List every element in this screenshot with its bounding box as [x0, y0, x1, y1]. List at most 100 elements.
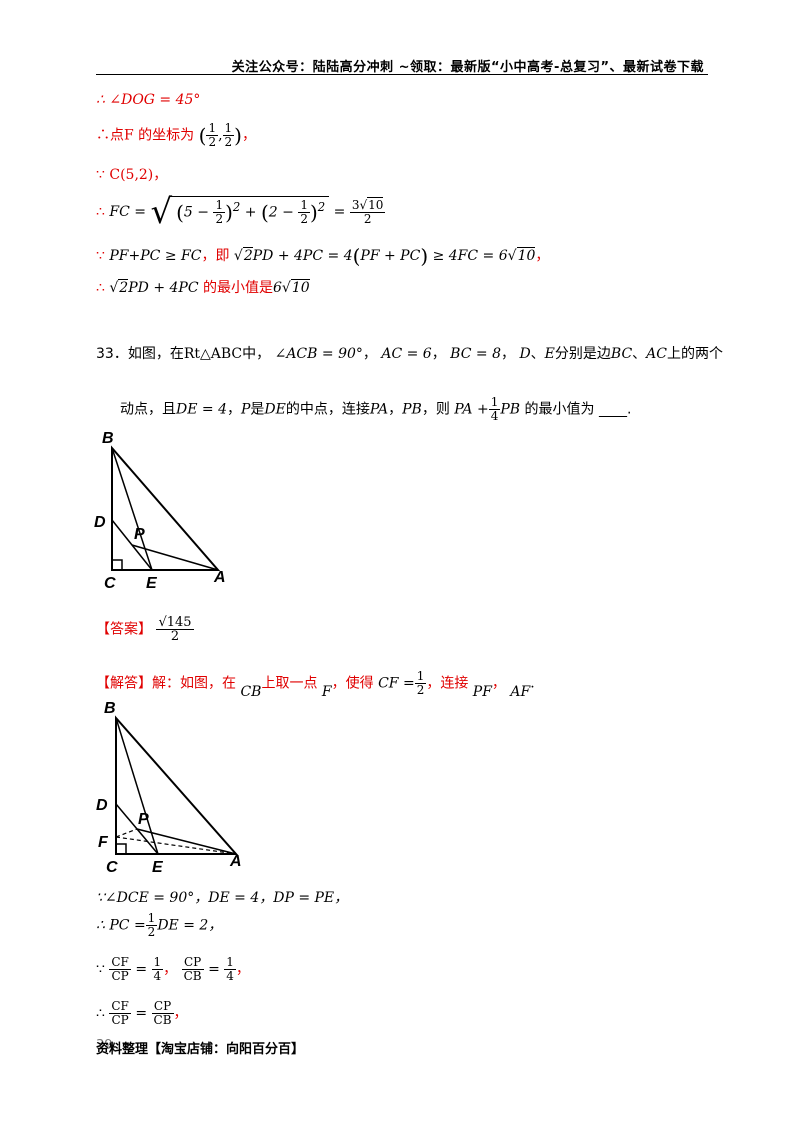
prev-line-2: ∴点F 的坐标为 (1 2, 1 2)，	[96, 121, 256, 149]
question-33-line-2: 动点，且DE = 4，P是DE的中点，连接PA，PB，则 PA +1 4 PB 的最…	[120, 396, 631, 423]
q-math: ∠ACB = 90°	[274, 346, 363, 362]
q-math: BC = 8	[450, 346, 501, 362]
label-c: C	[106, 859, 118, 876]
frac-n: 1	[206, 121, 219, 136]
equals: =	[135, 961, 148, 978]
q-text: 中，	[242, 346, 271, 362]
label-a: A	[229, 853, 242, 870]
prev-line-3: ∵ C(5,2)，	[96, 164, 167, 184]
frac-d: 2	[224, 135, 233, 149]
equals: =	[208, 961, 220, 978]
frac-d: 2	[147, 925, 156, 939]
q-math: AC	[646, 346, 667, 362]
step-3: ∵ CF CP = 1 4， CP CB = 1 4，	[96, 956, 250, 983]
page-footer: 资料整理【淘宝店铺：向阳百分百】	[96, 1038, 304, 1057]
step-2: ∴ PC = 1 2 DE = 2，	[96, 912, 222, 939]
q-math: PA +	[454, 401, 489, 418]
sol-text: 解：如图，在	[152, 675, 236, 692]
sol-math: AF	[510, 683, 531, 700]
sep: ，	[163, 961, 178, 978]
sol-text: ，连接	[426, 675, 469, 692]
frac-d: CP	[111, 969, 129, 983]
sol-text: .	[530, 675, 535, 692]
step-1-text: ∵∠DCE = 90°，DE = 4，DP = PE，	[96, 890, 349, 906]
label-e: E	[152, 859, 164, 876]
step-2-b: DE = 2，	[157, 917, 223, 934]
q-text: ，	[226, 401, 241, 418]
label-p: P	[138, 811, 149, 828]
frac-n: 1	[145, 911, 158, 926]
label-d: D	[94, 514, 106, 531]
label-c: C	[104, 575, 116, 592]
frac-n: CP	[181, 956, 204, 970]
frac-n: 1	[151, 955, 164, 970]
frac-d: 2	[208, 135, 217, 149]
q-math: PA	[369, 401, 389, 418]
min-label: 的最小值是	[203, 280, 273, 296]
prev-line-5: ∵ PF+PC ≥ FC，即 √2PD + 4PC = 4(PF + PC) ≥…	[96, 244, 550, 268]
sol-math: CB	[240, 683, 262, 700]
point-f-label: ∴点F 的坐标为	[96, 127, 195, 144]
label-e: E	[146, 575, 158, 592]
sol-text: 上取一点	[261, 675, 318, 692]
frac-d: CB	[183, 969, 202, 983]
footer-text: 资料整理【淘宝店铺：向阳百分百】	[96, 1042, 305, 1057]
q-math: PB	[500, 401, 521, 418]
prev-line-4: ∴ FC = √ (5 − 1 2)2 + (2 − 1 2)2 = 3√10 2	[96, 192, 386, 232]
answer-label: 【答案】	[96, 621, 152, 638]
frac-n: 1	[222, 121, 235, 136]
frac-d: 4	[490, 409, 499, 423]
label-b: B	[104, 700, 116, 717]
sol-math: F	[321, 683, 332, 700]
label-d: D	[96, 797, 108, 814]
step-2-a: ∴ PC =	[96, 917, 146, 934]
equals: =	[135, 1005, 148, 1022]
answer-numerator: √145	[156, 615, 194, 630]
frac-n: CF	[109, 955, 131, 970]
frac-d: 4	[226, 969, 234, 983]
q-text: 的中点，连接	[285, 401, 370, 418]
triangle-figure-1: B D P C E A	[94, 430, 226, 592]
sol-math: CF =	[378, 675, 415, 692]
q-math: DE = 4	[176, 401, 227, 418]
triangle-figure-2: B D P F C E A	[96, 700, 242, 876]
q-text: ，则	[421, 401, 450, 418]
q-text: Rt△ABC	[183, 346, 243, 362]
therefore-symbol: ∴	[96, 1005, 105, 1022]
answer-denominator: 2	[170, 629, 180, 644]
sep: ，	[173, 1005, 188, 1022]
label-b: B	[102, 430, 114, 447]
q-text: 的最小值为	[524, 401, 595, 418]
because-symbol: ∵	[96, 961, 105, 978]
q-text: 分别是边	[554, 346, 611, 362]
step-1: ∵∠DCE = 90°，DE = 4，DP = PE，	[96, 887, 348, 907]
label-a: A	[213, 569, 226, 586]
angle-dog-text: ∴ ∠DOG = 45°	[96, 92, 201, 108]
q-math: P	[240, 401, 251, 418]
q-text: 、	[530, 346, 545, 362]
fc-result: 3√10 2	[349, 196, 386, 226]
question-33-line-1: 33．如图，在Rt△ABC中， ∠ACB = 90°， AC = 6， BC =…	[96, 343, 723, 363]
q-text: 如图，在	[127, 346, 184, 362]
frac-n: 1	[488, 395, 501, 410]
sol-text: ，使得	[331, 675, 374, 692]
frac-n: 1	[414, 669, 427, 684]
sep: ，	[235, 961, 250, 978]
q-text: 是	[250, 401, 265, 418]
frac-d: CB	[153, 1013, 172, 1027]
q-math: BC	[610, 346, 633, 362]
question-number: 33．	[96, 346, 128, 362]
label-f: F	[98, 834, 109, 851]
q-math: PB	[402, 401, 422, 418]
frac-d: CP	[111, 1013, 129, 1027]
q-text: 动点，且	[120, 401, 176, 418]
header-rule	[96, 74, 708, 75]
q-math: AC = 6	[381, 346, 432, 362]
frac-n: CP	[151, 1000, 174, 1014]
point-c-text: ∵ C(5,2)，	[96, 167, 168, 183]
q-text: ，	[431, 346, 446, 362]
q-text: 、	[632, 346, 647, 362]
page-number: 39	[96, 1038, 113, 1053]
frac-n: 1	[224, 955, 236, 970]
step-4: ∴ CF CP = CP CB，	[96, 1000, 188, 1027]
